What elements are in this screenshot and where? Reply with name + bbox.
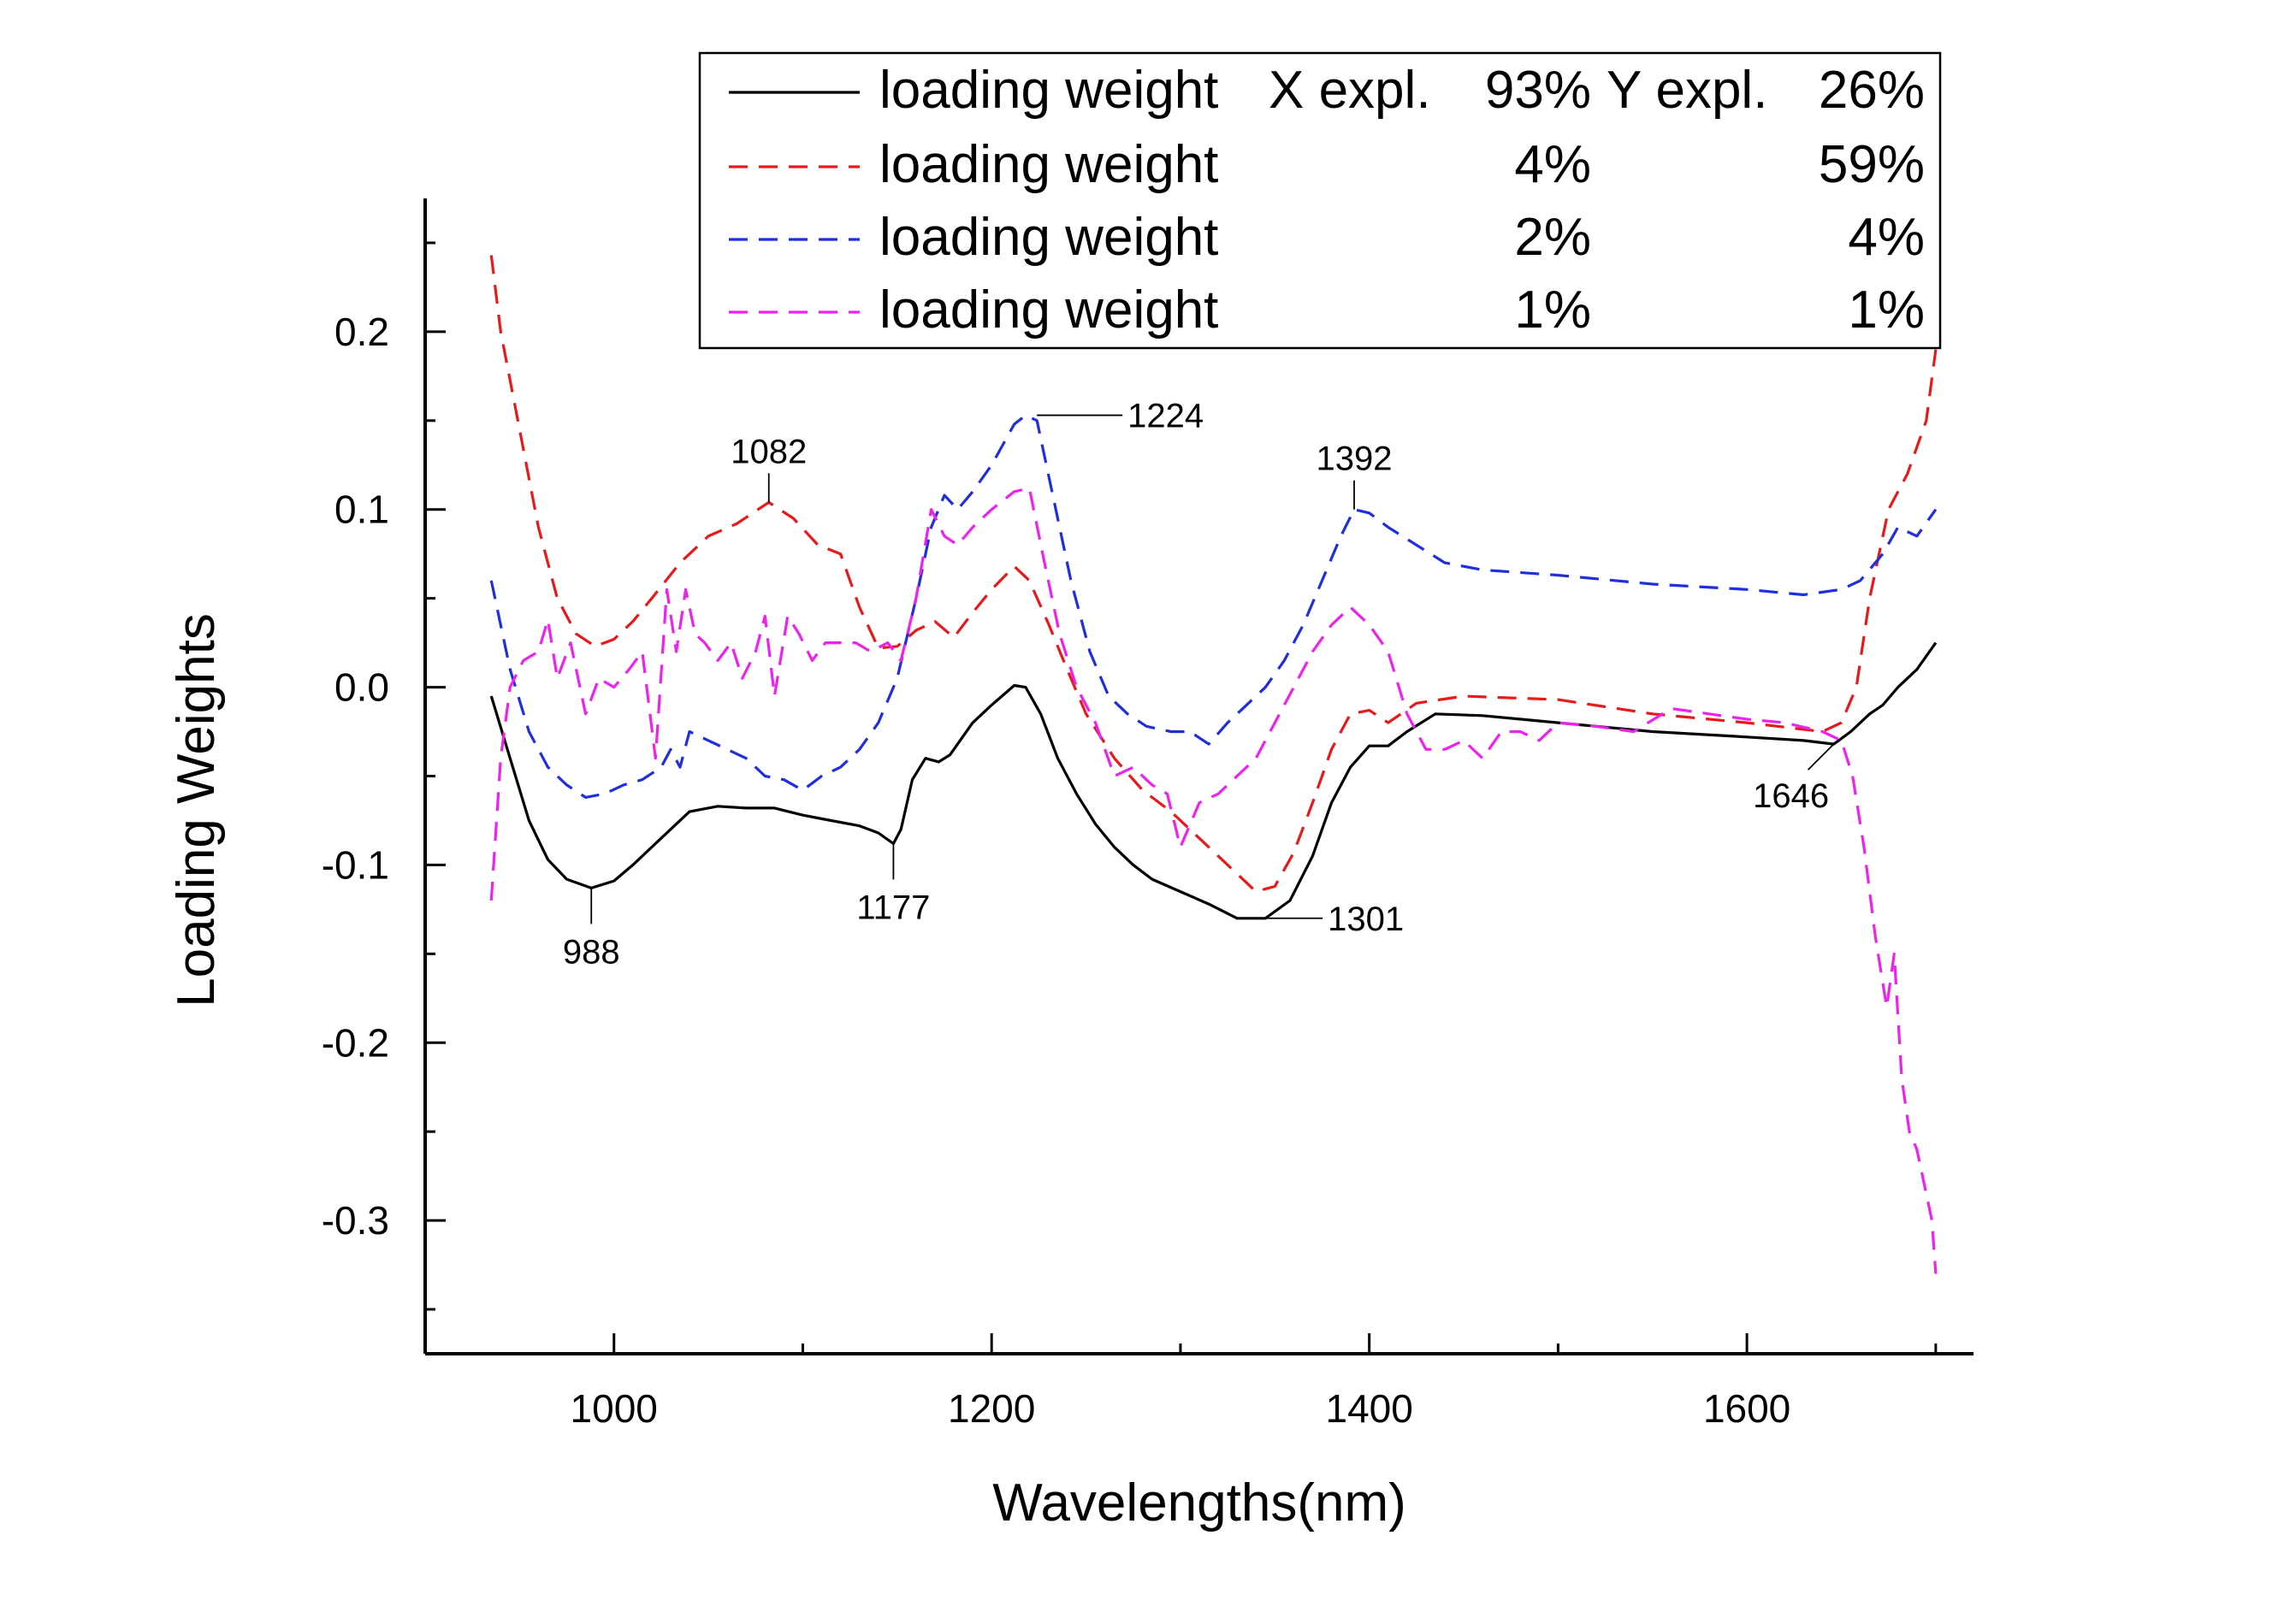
series-line-3 <box>489 414 1938 799</box>
x-ticks: 1000 1200 1400 1600 <box>423 1333 1938 1431</box>
x-tick-label: 1200 <box>948 1386 1035 1431</box>
legend-series-name: loading weight <box>879 61 1218 120</box>
annotation-label: 988 <box>563 933 620 971</box>
x-tick-label: 1000 <box>571 1386 658 1431</box>
series-line-4 <box>489 487 1938 1274</box>
legend-series-name: loading weight <box>879 135 1218 194</box>
x-tick-label: 1400 <box>1325 1386 1412 1431</box>
legend-series-name: loading weight <box>879 208 1218 267</box>
legend-y-explained: 59% <box>1819 135 1925 194</box>
legend-series-name: loading weight <box>879 281 1218 340</box>
y-tick-label: -0.1 <box>322 842 389 887</box>
annotation-label: 1082 <box>731 433 807 470</box>
legend-y-explained: 26% <box>1819 61 1925 120</box>
y-tick-label: 0.1 <box>334 487 389 532</box>
peak-annotations: 988 1082 1177 1224 1301 1392 1646 <box>563 398 1835 971</box>
legend-y-explained: 1% <box>1848 281 1925 340</box>
legend: loading weight 93% 26% loading weight 4% 59% l… <box>698 51 1942 350</box>
legend-x-explained: 1% <box>1514 281 1591 340</box>
annotation-label: 1646 <box>1753 777 1829 815</box>
y-tick-label: -0.2 <box>322 1020 389 1065</box>
legend-x-explained: 2% <box>1514 208 1591 267</box>
annotation-label: 1177 <box>856 889 930 926</box>
y-tick-label: -0.3 <box>322 1198 389 1243</box>
y-tick-label: 0.0 <box>334 665 389 710</box>
legend-y-explained: 4% <box>1848 208 1925 267</box>
annotation-leader <box>1808 743 1835 771</box>
y-ticks: 0.2 0.1 0.0 -0.1 -0.2 -0.3 <box>322 241 446 1311</box>
legend-x-expl-header: X expl. <box>1269 61 1431 120</box>
y-tick-label: 0.2 <box>334 310 389 354</box>
annotation-label: 1392 <box>1317 440 1393 478</box>
legend-y-expl-header: Y expl. <box>1607 61 1767 120</box>
series-line-2 <box>489 255 1938 894</box>
annotation-label: 1301 <box>1328 901 1404 938</box>
legend-x-explained: 93% <box>1485 61 1591 120</box>
annotation-label: 1224 <box>1127 398 1204 435</box>
legend-rows: loading weight 93% 26% loading weight 4% 59% l… <box>729 61 1925 340</box>
series-layer <box>489 255 1938 1274</box>
x-axis-title: Wavelengths(nm) <box>992 1473 1406 1532</box>
x-tick-label: 1600 <box>1703 1386 1790 1431</box>
legend-box <box>698 51 1942 350</box>
y-axis-title: Loading Weights <box>167 613 226 1007</box>
legend-x-explained: 4% <box>1514 135 1591 194</box>
